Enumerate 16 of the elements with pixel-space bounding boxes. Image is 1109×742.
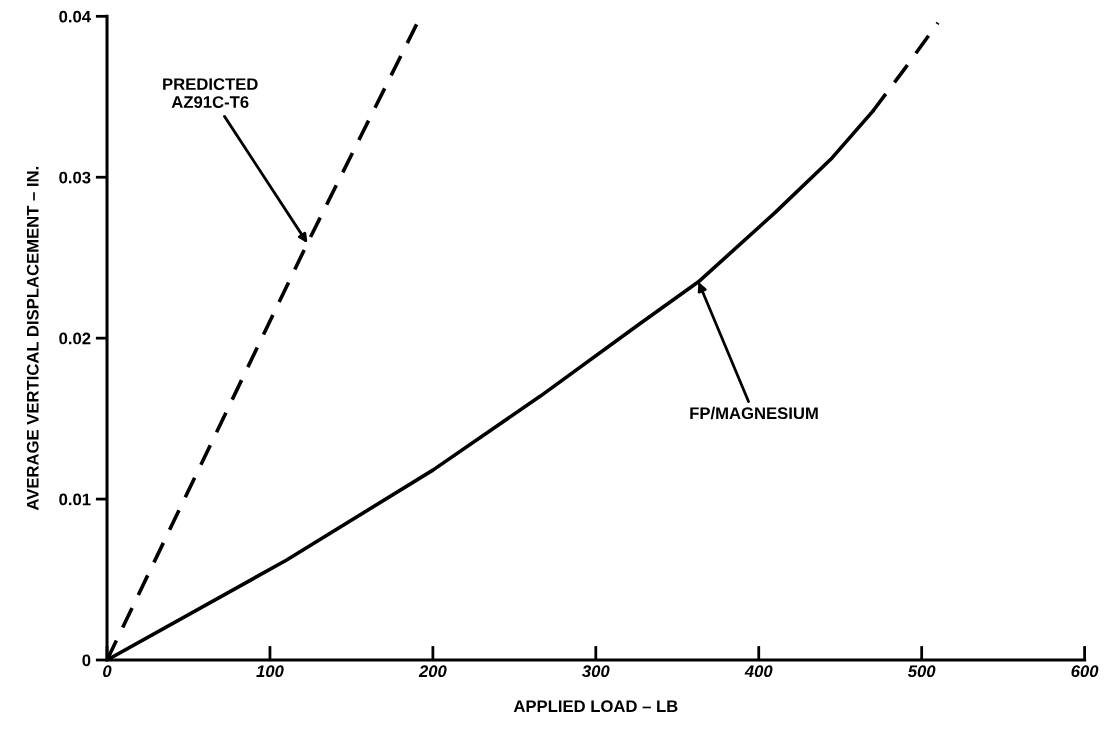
annotation: FP/MAGNESIUM [690,406,818,420]
x-tick-label: 300 [582,665,610,678]
y-tick-label: 0.04 [59,10,91,23]
y-axis-title: AVERAGE VERTICAL DISPLACEMENT – IN. [26,166,39,511]
y-tick-label: 0 [82,654,91,667]
y-tick-label: 0.03 [59,171,91,184]
x-tick-label: 0 [103,665,112,678]
x-tick-label: 400 [744,665,773,678]
annotation: PREDICTED AZ91C-T6 [163,78,258,108]
y-tick-label: 0.01 [59,493,91,506]
x-tick-label: 100 [256,665,284,678]
x-tick-label: 600 [1071,665,1099,678]
x-tick-label: 200 [418,665,447,678]
x-tick-label: 500 [907,665,936,678]
x-axis-title: APPLIED LOAD – LB [513,700,678,713]
y-tick-label: 0.02 [59,332,91,345]
